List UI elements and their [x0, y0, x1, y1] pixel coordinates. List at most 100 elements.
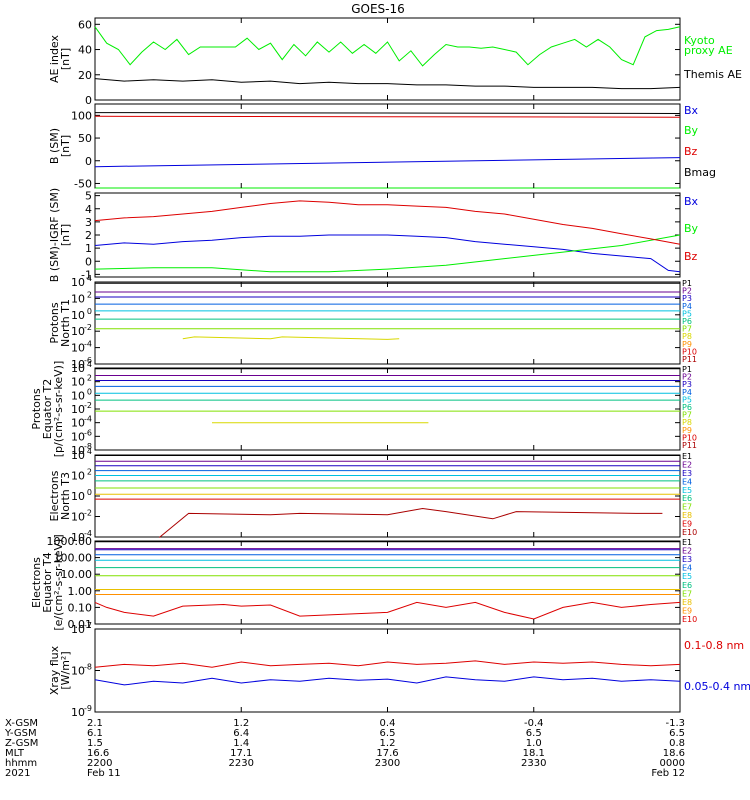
legend-item: E4 [682, 564, 692, 573]
y-tick-label: 10 [71, 389, 85, 402]
y-axis-label: Protons [48, 302, 61, 343]
legend-item: By [684, 222, 699, 235]
y-tick-label: 10 [71, 403, 85, 416]
panel-frame [94, 454, 681, 538]
x-tick-label: -0.4 [524, 718, 544, 729]
legend-item: E2 [682, 460, 692, 469]
y-tick-label: 10 [71, 376, 85, 389]
y-tick-label: 0.01 [68, 618, 93, 631]
series-line-0-1-0-8-nm [94, 660, 681, 668]
y-tick-label-exponent: -9 [84, 704, 92, 713]
legend-item: E1 [682, 538, 692, 547]
legend-item: E8 [682, 511, 692, 520]
y-tick-label-exponent: -8 [84, 663, 92, 672]
y-tick-label: 10 [71, 449, 85, 462]
x-tick-label: Feb 11 [87, 768, 121, 779]
series-line-by [94, 234, 681, 273]
y-tick-label-exponent: 0 [87, 488, 92, 497]
y-axis-label: AE index [48, 34, 61, 83]
legend-item: E5 [682, 572, 692, 581]
y-tick-label-exponent: -8 [84, 442, 92, 451]
x-axis-row-label: MLT [5, 748, 25, 759]
legend-item: Bx [684, 104, 699, 117]
y-tick-label: -50 [74, 177, 92, 190]
y-axis-label: [nT] [59, 48, 72, 70]
y-axis-label: B (SM)-IGRF (SM) [48, 188, 61, 282]
legend-item: E7 [682, 589, 692, 598]
y-tick-label: 100.00 [54, 552, 93, 565]
y-axis-label: Equator T2 [41, 379, 54, 439]
y-tick-label: 10 [71, 362, 85, 375]
y-tick-label: 10 [71, 665, 85, 678]
y-axis-label: [nT] [59, 135, 72, 157]
legend-item: Themis AE [683, 68, 742, 81]
x-tick-label: 17.6 [376, 748, 398, 759]
x-tick-label: 2230 [229, 758, 254, 769]
y-tick-label-exponent: 0 [87, 307, 92, 316]
y-axis-label: [W/m²] [59, 651, 72, 689]
x-axis-row-label: 2021 [5, 768, 30, 779]
legend-item: P5 [682, 395, 692, 404]
y-tick-label-exponent: 2 [87, 374, 92, 383]
legend-item: P3 [682, 294, 692, 303]
x-tick-label: -1.3 [665, 718, 685, 729]
y-axis-label: Xray flux [48, 645, 61, 695]
legend-item: P11 [682, 355, 697, 364]
y-tick-label: 0 [85, 155, 92, 168]
x-tick-label: 1.2 [233, 718, 249, 729]
legend-item: E9 [682, 606, 692, 615]
x-axis-row-label: Z-GSM [5, 738, 38, 749]
series-line-bx [94, 157, 681, 168]
x-axis-row-label: hhmm [5, 758, 37, 769]
x-tick-label: 1.4 [233, 738, 249, 749]
y-tick-label: 10 [71, 470, 85, 483]
y-axis-label: North T3 [59, 472, 72, 520]
legend-item: P2 [682, 287, 692, 296]
y-tick-label-exponent: 4 [87, 274, 92, 283]
panel-2: -50 0 50 100 B (SM)[nT] Bx By Bz Bmag [48, 103, 716, 190]
y-tick-label-exponent: -4 [84, 529, 92, 538]
y-tick-label: 10 [71, 706, 85, 719]
series-line-e10 [158, 507, 663, 538]
legend-item: P5 [682, 309, 692, 318]
y-tick-label: 10 [71, 292, 85, 305]
legend-item: E8 [682, 598, 692, 607]
y-tick-label: 2 [85, 229, 92, 242]
series-line-bx [94, 234, 681, 273]
y-tick-label: 100 [71, 109, 92, 122]
y-axis-label: Electrons [30, 557, 43, 608]
legend-item: E2 [682, 547, 692, 556]
legend-item: P4 [682, 388, 692, 397]
y-tick-label: 10 [71, 342, 85, 355]
x-tick-label: 18.6 [663, 748, 685, 759]
x-tick-label: 0.4 [380, 718, 396, 729]
x-tick-label: 1.2 [380, 738, 396, 749]
y-tick-label: 10 [71, 358, 85, 371]
legend-item: Kyoto [684, 34, 715, 47]
y-tick-label: 10 [71, 531, 85, 544]
y-tick-label: 10 [71, 309, 85, 322]
legend-item: E10 [682, 615, 697, 624]
y-tick-label: 10 [71, 511, 85, 524]
panel-frame [94, 628, 681, 713]
y-tick-label: -1 [81, 268, 92, 281]
y-axis-label: B (SM) [48, 128, 61, 164]
x-tick-label: 6.4 [233, 728, 249, 739]
series-line-kyoto-proxy-ae [94, 26, 681, 67]
legend-item: E3 [682, 469, 692, 478]
x-axis-row-label: X-GSM [5, 718, 38, 729]
x-tick-label: 6.5 [380, 728, 396, 739]
legend-item: Bz [684, 145, 698, 158]
legend-item: P6 [682, 403, 692, 412]
x-tick-label: 6.5 [526, 728, 542, 739]
legend-item: 0.1-0.8 nm [684, 639, 744, 652]
y-tick-label-exponent: -2 [84, 401, 92, 410]
y-tick-label-exponent: -4 [84, 340, 92, 349]
y-tick-label: 1 [85, 242, 92, 255]
